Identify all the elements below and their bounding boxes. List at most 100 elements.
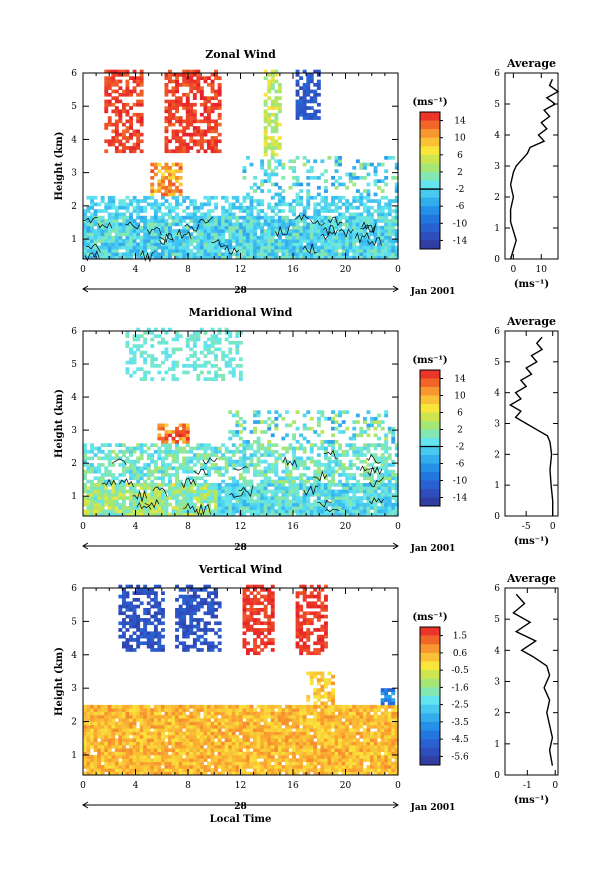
heatmap-cell xyxy=(207,229,211,233)
heatmap-cell xyxy=(387,209,392,213)
heatmap-cell xyxy=(97,479,102,484)
heatmap-cell xyxy=(104,102,109,107)
heatmap-cell xyxy=(168,242,172,247)
heatmap-cell xyxy=(277,509,282,514)
heatmap-cell xyxy=(256,486,261,490)
heatmap-cell xyxy=(391,219,396,223)
heatmap-cell xyxy=(97,502,102,507)
heatmap-cell xyxy=(366,222,371,227)
heatmap-cell xyxy=(104,466,109,471)
y-tick-label: 3 xyxy=(71,426,77,436)
heatmap-cell xyxy=(107,473,112,477)
heatmap-cell xyxy=(168,119,172,124)
heatmap-cell xyxy=(146,473,151,477)
heatmap-cell xyxy=(207,142,211,147)
heatmap-cell xyxy=(104,765,109,769)
heatmap-cell xyxy=(90,768,94,772)
heatmap-cell xyxy=(150,638,155,642)
heatmap-cell xyxy=(377,225,381,230)
heatmap-cell xyxy=(235,433,240,438)
heatmap-cell xyxy=(129,347,133,352)
heatmap-cell xyxy=(380,479,385,484)
heatmap-cell xyxy=(221,499,226,504)
heatmap-cell xyxy=(185,235,190,240)
heatmap-cell xyxy=(196,337,201,342)
heatmap-cell xyxy=(334,492,339,497)
heatmap-cell xyxy=(235,229,240,233)
heatmap-cell xyxy=(313,69,318,74)
heatmap-cell xyxy=(97,708,102,712)
heatmap-cell xyxy=(185,344,190,348)
heatmap-cell xyxy=(292,249,296,253)
heatmap-cell xyxy=(111,502,116,507)
heatmap-cell xyxy=(302,162,307,167)
heatmap-cell xyxy=(185,69,190,74)
heatmap-cell xyxy=(157,728,162,732)
heatmap-cell xyxy=(299,512,304,517)
heatmap-cell xyxy=(214,489,218,494)
heatmap-cell xyxy=(104,456,109,461)
heatmap-cell xyxy=(122,92,126,97)
heatmap-cell xyxy=(129,492,133,497)
heatmap-cell xyxy=(338,443,342,447)
heatmap-cell xyxy=(267,483,272,487)
heatmap-cell xyxy=(114,225,119,230)
heatmap-cell xyxy=(316,86,321,90)
heatmap-cell xyxy=(331,222,335,227)
heatmap-cell xyxy=(182,492,187,497)
heatmap-cell xyxy=(86,741,91,746)
heatmap-cell xyxy=(345,255,350,260)
heatmap-cell xyxy=(295,446,300,451)
heatmap-cell xyxy=(129,728,133,732)
heatmap-cell xyxy=(153,486,158,490)
heatmap-cell xyxy=(214,126,218,130)
heatmap-cell xyxy=(93,249,98,253)
heatmap-cell xyxy=(196,492,201,497)
heatmap-cell xyxy=(295,489,300,494)
heatmap-cell xyxy=(295,202,300,207)
heatmap-cell xyxy=(249,463,254,467)
heatmap-cell xyxy=(331,209,335,213)
heatmap-cell xyxy=(83,738,87,742)
heatmap-cell xyxy=(182,69,187,74)
heatmap-cell xyxy=(352,512,357,517)
heatmap-cell xyxy=(217,340,222,345)
heatmap-cell xyxy=(97,202,102,207)
heatmap-cell xyxy=(267,512,272,517)
heatmap-cell xyxy=(168,176,172,180)
heatmap-cell xyxy=(302,86,307,90)
heatmap-cell xyxy=(235,492,240,497)
heatmap-cell xyxy=(132,499,137,504)
heatmap-cell xyxy=(153,166,158,170)
heatmap-cell xyxy=(150,598,155,602)
heatmap-cell xyxy=(217,496,222,500)
heatmap-cell xyxy=(380,232,385,237)
heatmap-cell xyxy=(199,466,204,471)
heatmap-cell xyxy=(125,344,130,348)
heatmap-cell xyxy=(391,239,396,243)
heatmap-cell xyxy=(270,76,275,80)
heatmap-cell xyxy=(90,499,94,504)
heatmap-cell xyxy=(331,202,335,207)
heatmap-cell xyxy=(313,255,318,260)
heatmap-cell xyxy=(359,239,364,243)
heatmap-cell xyxy=(118,608,123,612)
heatmap-cell xyxy=(267,119,272,124)
heatmap-cell xyxy=(309,249,314,253)
heatmap-cell xyxy=(100,755,105,759)
heatmap-cell xyxy=(267,96,272,100)
heatmap-cell xyxy=(270,235,275,240)
heatmap-cell xyxy=(146,641,151,646)
heatmap-cell xyxy=(331,232,335,237)
heatmap-cell xyxy=(129,255,133,260)
heatmap-cell xyxy=(338,483,342,487)
heatmap-cell xyxy=(380,179,385,183)
heatmap-cell xyxy=(235,331,240,335)
heatmap-cell xyxy=(263,489,268,494)
heatmap-cell xyxy=(203,463,208,467)
heatmap-cell xyxy=(207,492,211,497)
heatmap-cell xyxy=(277,192,282,197)
heatmap-cell xyxy=(150,509,155,514)
heatmap-cell xyxy=(292,159,296,164)
heatmap-cell xyxy=(125,755,130,759)
